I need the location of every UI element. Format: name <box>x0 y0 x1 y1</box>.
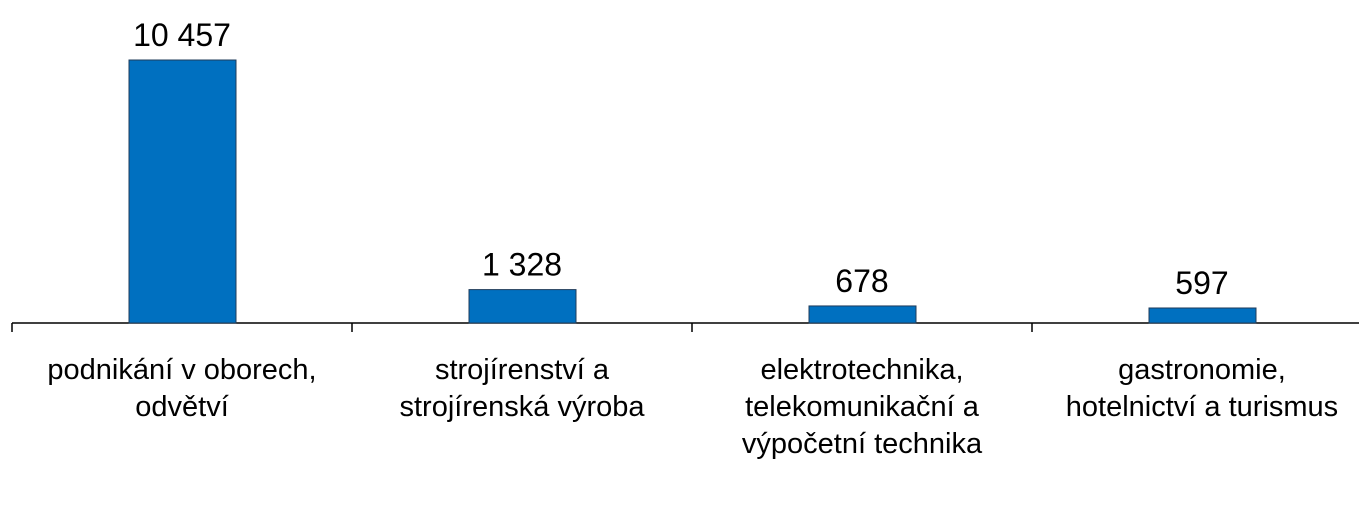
bar <box>468 289 577 324</box>
value-label: 597 <box>1175 265 1228 301</box>
value-label: 1 328 <box>482 247 562 283</box>
value-label: 678 <box>835 263 888 299</box>
bar <box>128 59 237 324</box>
value-label: 10 457 <box>133 17 231 53</box>
x-tick-label: podnikání v oborech, odvětví <box>47 354 317 423</box>
bar <box>1148 307 1257 324</box>
x-tick-label: elektrotechnika, telekomunikační a výpoč… <box>741 354 983 460</box>
x-tick-label: strojírenství a strojírenská výroba <box>399 354 645 423</box>
x-tick-label: gastronomie, hotelnictví a turismus <box>1065 354 1339 423</box>
bar <box>808 305 917 324</box>
